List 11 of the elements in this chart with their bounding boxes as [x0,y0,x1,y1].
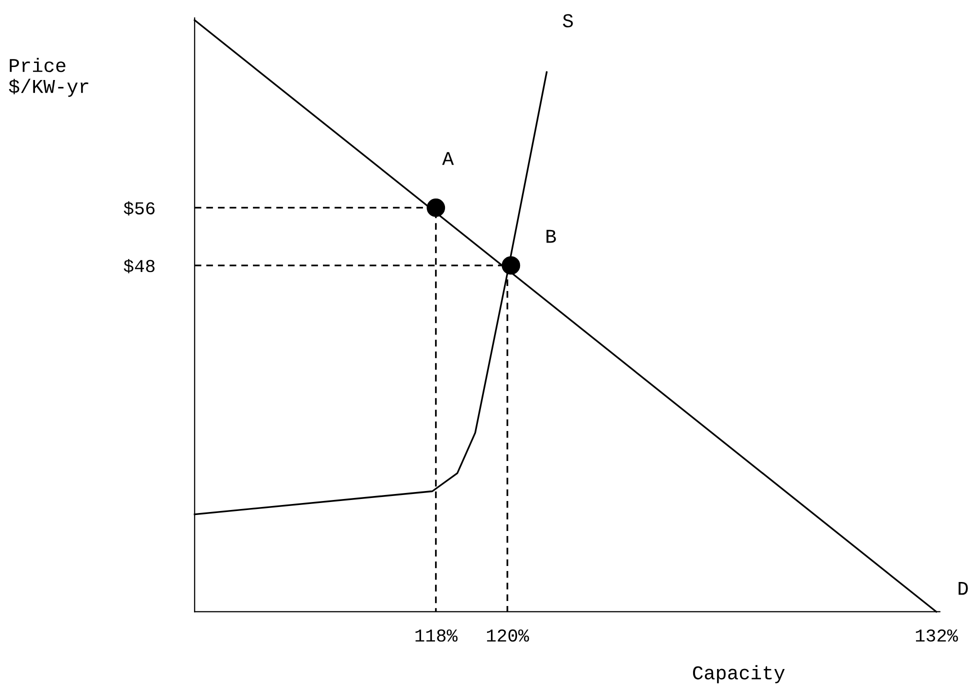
y-tick-label: $56 [124,201,155,216]
annotation: B [546,230,556,243]
x-tick-label: 120% [487,629,530,642]
annotation: S [562,14,573,28]
x-axis-title: Capacity [693,665,785,684]
x-tick-label: 118% [416,629,458,642]
annotation: A [442,152,454,165]
y-axis-title: Price $/KW-yr [8,58,88,97]
text: D [958,582,968,595]
y-tick-label: $48 [124,258,155,274]
x-tick-label: 132% [916,629,958,642]
